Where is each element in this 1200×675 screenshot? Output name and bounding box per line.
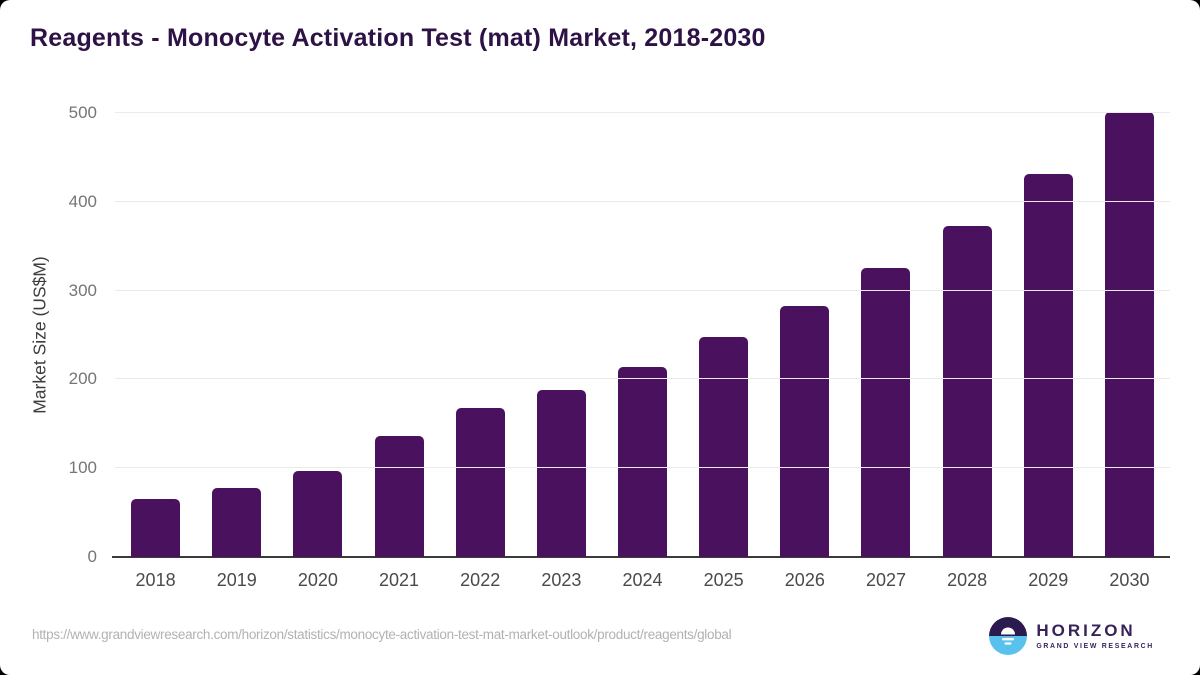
x-tick-label: 2026 (784, 570, 825, 590)
y-tick-label: 300 (68, 280, 97, 300)
x-tick-label: 2029 (1028, 570, 1069, 590)
y-axis-label: Market Size (US$M) (29, 256, 50, 414)
bar-slot (1008, 113, 1089, 557)
bar-2027 (861, 268, 911, 557)
bar-2026 (780, 305, 830, 557)
gridline (115, 467, 1170, 469)
logo-wordmark: HORIZON GRAND VIEW RESEARCH (1036, 621, 1154, 650)
x-tick-label: 2030 (1109, 570, 1150, 590)
chart-title: Reagents - Monocyte Activation Test (mat… (30, 24, 766, 52)
bar-slot (440, 113, 521, 557)
bar-slot (602, 113, 683, 557)
bar-slot (358, 113, 439, 557)
bar-slot (764, 113, 845, 557)
gridline (115, 112, 1170, 113)
x-tick-label: 2020 (297, 570, 338, 590)
bar-2020 (293, 470, 343, 557)
source-url-text: https://www.grandviewresearch.com/horizo… (32, 627, 732, 642)
bar-slot (521, 113, 602, 557)
bar-2022 (455, 407, 505, 557)
x-tick-labels: 2018 2019 2020 2021 2022 2023 2024 2025 2026 2027… (115, 570, 1170, 591)
bar-2024 (618, 366, 668, 557)
x-tick-label: 2025 (703, 570, 744, 590)
y-tick-label: 100 (68, 458, 97, 478)
bars-container (115, 112, 1170, 557)
bar-slot (683, 113, 764, 557)
y-tick-label: 400 (68, 191, 97, 211)
y-tick-label: 500 (68, 103, 97, 122)
x-tick-label: 2023 (541, 570, 582, 590)
x-tick-label: 2028 (947, 570, 988, 590)
y-tick-label: 200 (68, 369, 97, 389)
logo-subtitle: GRAND VIEW RESEARCH (1036, 642, 1154, 650)
bar-slot (845, 113, 926, 557)
bar-2028 (942, 225, 992, 557)
bar-2019 (212, 487, 262, 557)
gridline (115, 200, 1170, 202)
bar-slot (927, 113, 1008, 557)
gridline (115, 289, 1170, 291)
x-tick-label: 2021 (379, 570, 420, 590)
x-axis-line (112, 556, 1170, 558)
horizon-sun-circle-icon (989, 617, 1028, 655)
logo-name: HORIZON (1036, 621, 1136, 641)
bar-slot (277, 113, 358, 557)
bar-slot (1089, 112, 1170, 557)
x-tick-label: 2027 (865, 570, 906, 590)
bar-slot (196, 113, 277, 557)
x-tick-label: 2018 (135, 570, 176, 590)
bar-2018 (131, 499, 181, 557)
bar-2025 (699, 336, 749, 557)
bar-2030 (1104, 112, 1154, 557)
bar-chart-plot-area: 2018 2019 2020 2021 2022 2023 2024 2025 2026 2027… (69, 104, 1170, 590)
y-tick-label: 0 (87, 547, 97, 566)
bar-2021 (374, 436, 424, 557)
gridline (115, 378, 1170, 380)
horizon-logo: HORIZON GRAND VIEW RESEARCH (989, 617, 1154, 655)
x-tick-label: 2019 (216, 570, 257, 590)
bar-slot (115, 113, 196, 557)
x-tick-label: 2024 (622, 570, 663, 590)
bar-2029 (1023, 174, 1073, 557)
bar-2023 (536, 390, 586, 557)
x-tick-label: 2022 (460, 570, 501, 590)
